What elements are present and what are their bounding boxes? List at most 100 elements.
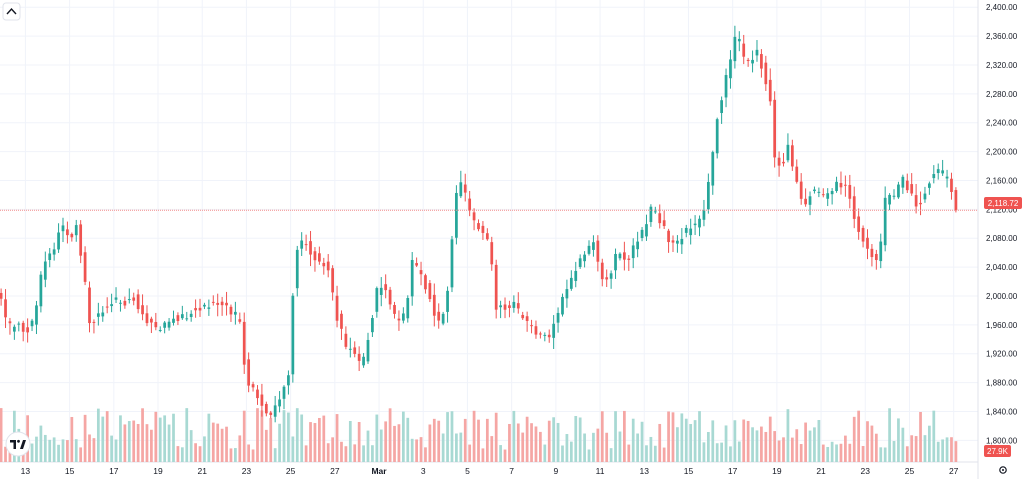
volume-bar [105, 411, 109, 462]
candle-body [614, 253, 617, 271]
candle-body [295, 249, 299, 289]
x-tick-label: 17 [109, 466, 119, 476]
volume-bar [4, 446, 7, 462]
candle-body [623, 252, 626, 260]
candle-body [481, 225, 485, 233]
volume-bar [194, 443, 197, 462]
volume-bar [264, 429, 268, 462]
candle-body [490, 242, 494, 265]
candle-body [185, 318, 189, 320]
candle-body [8, 321, 12, 324]
volume-bar [782, 437, 785, 462]
tradingview-logo[interactable] [5, 431, 31, 457]
volume-bar [689, 424, 693, 462]
volume-bar [406, 417, 410, 462]
volume-bar [724, 425, 728, 462]
candle-body [375, 288, 379, 312]
volume-bar [242, 410, 246, 462]
candle-body [450, 239, 454, 288]
chevron-up-icon[interactable] [2, 2, 21, 21]
volume-bar [158, 417, 162, 462]
candle-body [645, 224, 648, 237]
volume-bar [676, 427, 679, 462]
candle-body [574, 270, 578, 281]
volume-bar [914, 436, 918, 462]
volume-bar [269, 418, 273, 462]
candle-body [446, 290, 449, 312]
candle-body [264, 403, 268, 414]
candle-body [627, 258, 631, 260]
y-tick-label: 2,400.00 [986, 3, 1018, 12]
candle-body [936, 169, 940, 174]
candle-body [110, 304, 113, 307]
volume-bar [424, 447, 427, 462]
candle-body [393, 305, 396, 314]
x-tick-label: 27 [949, 466, 959, 476]
x-tick-label: 11 [596, 466, 605, 476]
candle-body [799, 181, 803, 199]
volume-bar [928, 425, 931, 462]
x-tick-label: 13 [21, 466, 31, 476]
volume-bar [844, 435, 847, 462]
candle-body [145, 313, 149, 324]
volume-bar [561, 445, 564, 462]
candle-body [401, 313, 405, 321]
volume-bar [556, 422, 560, 462]
volume-bar [578, 417, 582, 462]
candle-body [313, 251, 317, 261]
candle-body [384, 284, 388, 291]
volume-bar [733, 420, 737, 462]
candle-body [618, 253, 622, 259]
volume-bar [238, 435, 242, 462]
volume-bar [879, 447, 883, 462]
volume-bar [74, 439, 78, 462]
candle-body [437, 311, 441, 321]
candle-body [826, 193, 830, 199]
volume-bar [291, 436, 295, 462]
y-axis[interactable]: 2,400.00 2,360.00 2,320.00 2,280.00 2,240.00… [986, 3, 1018, 445]
volume-bar [322, 415, 326, 462]
volume-bar [702, 442, 706, 462]
volume-bar [52, 437, 56, 462]
candle-body [48, 253, 52, 261]
volume-bar [839, 443, 843, 462]
volume-bar [808, 430, 812, 462]
volume-bar [180, 447, 184, 462]
candle-body [172, 318, 175, 323]
x-axis[interactable]: 13 15 17 19 21 23 25 27 Mar 3 5 7 9 11 13 15 17 19 21 23 25 2… [21, 466, 959, 476]
candle-body [720, 100, 723, 114]
candle-body [269, 412, 273, 415]
volume-bar [923, 435, 927, 462]
volume-bar [525, 416, 529, 462]
candle-body [362, 356, 365, 366]
volume-bar [883, 447, 887, 462]
candle-body [43, 261, 47, 280]
volume-bar [39, 425, 43, 462]
candle-body [715, 119, 719, 154]
gear-icon[interactable] [999, 466, 1007, 474]
volume-bar [282, 410, 286, 462]
candle-body [742, 43, 746, 57]
candle-body [658, 213, 662, 224]
candle-body [428, 283, 432, 300]
candle-body [136, 294, 140, 310]
volume-bar [450, 411, 454, 462]
volume-bar [848, 443, 852, 462]
volume-bar [229, 448, 233, 462]
volume-bar [410, 438, 414, 462]
volume-bar [167, 424, 171, 462]
candle-body [706, 181, 710, 210]
candle-body [543, 334, 547, 336]
volume-bar [375, 414, 379, 462]
candle-body [835, 181, 838, 192]
volume-bar [211, 422, 215, 462]
candle-body [0, 292, 3, 299]
candle-body [21, 322, 25, 332]
candle-body [141, 305, 144, 315]
candle-body [96, 313, 100, 317]
volume-bar [742, 419, 746, 462]
volume-bar [530, 423, 533, 462]
volume-bar [503, 449, 507, 462]
